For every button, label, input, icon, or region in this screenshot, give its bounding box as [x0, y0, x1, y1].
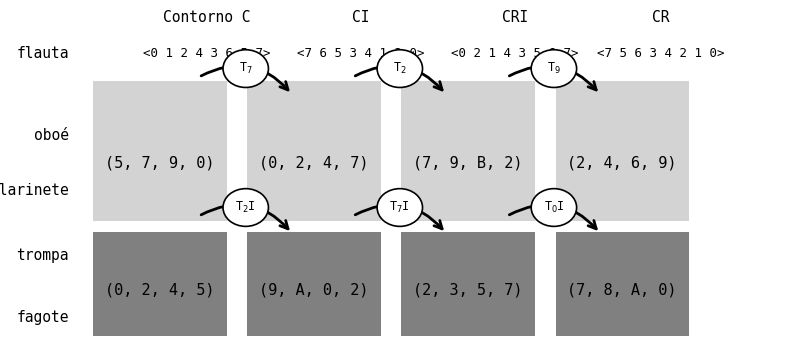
- Text: (5, 7, 9, 0): (5, 7, 9, 0): [105, 155, 215, 170]
- Text: T$_2$: T$_2$: [393, 61, 406, 76]
- Text: <0 2 1 4 3 5 6 7>: <0 2 1 4 3 5 6 7>: [451, 47, 579, 60]
- Text: (9, A, 0, 2): (9, A, 0, 2): [259, 282, 369, 297]
- Text: oboé: oboé: [34, 128, 69, 143]
- Ellipse shape: [531, 50, 577, 87]
- Text: T$_9$: T$_9$: [547, 61, 561, 76]
- Text: T$_0$I: T$_0$I: [543, 200, 564, 215]
- Bar: [247, 232, 381, 336]
- Ellipse shape: [223, 50, 268, 87]
- Text: <0 1 2 4 3 6 5 7>: <0 1 2 4 3 6 5 7>: [143, 47, 271, 60]
- Bar: [556, 232, 689, 336]
- Text: flauta: flauta: [16, 46, 69, 61]
- Ellipse shape: [531, 189, 577, 226]
- Text: T$_7$I: T$_7$I: [389, 200, 410, 215]
- Text: (0, 2, 4, 7): (0, 2, 4, 7): [259, 155, 369, 170]
- Text: <7 5 6 3 4 2 1 0>: <7 5 6 3 4 2 1 0>: [597, 47, 725, 60]
- Text: (7, 8, A, 0): (7, 8, A, 0): [567, 282, 677, 297]
- Text: (2, 4, 6, 9): (2, 4, 6, 9): [567, 155, 677, 170]
- Bar: [401, 232, 535, 336]
- Bar: [401, 81, 535, 221]
- Text: <7 6 5 3 4 1 2 0>: <7 6 5 3 4 1 2 0>: [297, 47, 425, 60]
- Text: Contorno C: Contorno C: [163, 10, 251, 25]
- Text: (0, 2, 4, 5): (0, 2, 4, 5): [105, 282, 215, 297]
- Bar: [247, 81, 381, 221]
- Text: clarinete: clarinete: [0, 183, 69, 198]
- Bar: [93, 81, 227, 221]
- Text: (2, 3, 5, 7): (2, 3, 5, 7): [413, 282, 523, 297]
- Text: T$_7$: T$_7$: [239, 61, 252, 76]
- Ellipse shape: [223, 189, 268, 226]
- Text: CRI: CRI: [502, 10, 528, 25]
- Text: CI: CI: [352, 10, 370, 25]
- Bar: [556, 81, 689, 221]
- Ellipse shape: [377, 50, 423, 87]
- Text: T$_2$I: T$_2$I: [235, 200, 256, 215]
- Text: (7, 9, B, 2): (7, 9, B, 2): [413, 155, 523, 170]
- Text: CR: CR: [652, 10, 670, 25]
- Bar: [93, 232, 227, 336]
- Text: trompa: trompa: [16, 248, 69, 263]
- Ellipse shape: [377, 189, 423, 226]
- Text: fagote: fagote: [16, 310, 69, 325]
